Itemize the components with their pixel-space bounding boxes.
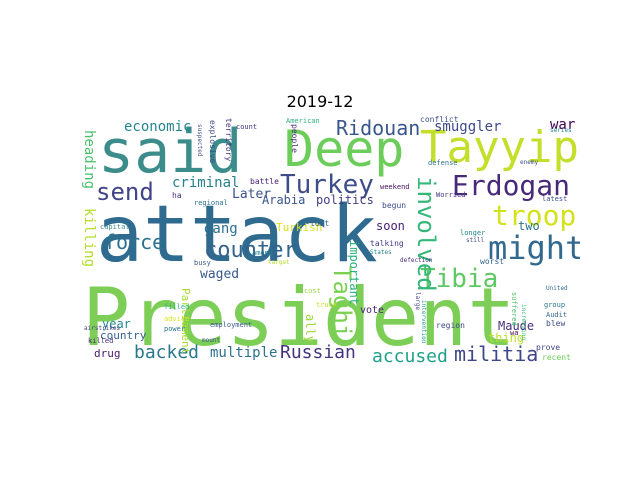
word-criminal: criminal [172,175,240,191]
word-series: series [550,127,572,134]
word-capital: capital [100,223,130,231]
word-conflict: conflict [420,116,459,124]
word-later: Later [232,187,272,202]
word-begun: begun [382,201,407,210]
word-taghi: Taghi [328,266,356,339]
word-blew: blew [546,319,566,328]
word-year: year [102,317,131,331]
word-count: count [236,123,258,131]
word-multiple: multiple [210,345,278,361]
word-important: important [347,240,361,306]
word-people: people [290,124,299,153]
word-thing: thing [488,331,525,345]
word-erdogan: Erdogan [452,169,571,202]
word-soon: soon [376,219,405,233]
word-lost: lost [310,219,330,228]
word-defense: defense [428,159,458,167]
word-deep: Deep [284,120,405,178]
word-waged: waged [200,267,240,282]
word-ally: ally [303,314,317,343]
word-smuggler: smuggler [434,119,502,135]
word-filled: filled [164,303,190,311]
word-suffered: suffered [510,292,518,326]
word-said: said [98,117,243,187]
word-president: President [82,271,516,364]
word-territory: territory [224,118,233,162]
word-advice: advice [164,315,190,323]
word-country: country [100,329,147,342]
word-intervention: intervention [420,300,427,344]
word-counter: counter [204,238,297,263]
word-gang: gang [204,221,238,237]
word-power: power [164,325,186,333]
word-target: target [268,259,290,266]
word-killing: killing [81,208,97,268]
word-arabia: Arabia [262,193,306,207]
word-group: group [544,301,566,309]
word-talking: talking [370,239,404,248]
word-ridouan: Ridouan [336,116,421,140]
word-latest: latest [542,195,568,203]
word-increasing: increasing [520,304,527,341]
word-backed: backed [134,342,200,363]
word-vote: vote [360,305,385,316]
word-two: two [518,219,540,233]
word-economic: economic [124,119,192,135]
word-battle: battle [250,177,279,186]
word-cloud: attack President said Deep Tayyip Erdoga… [80,116,580,366]
word-wa: wa [510,329,519,337]
word-turkish: Turkish [276,221,323,234]
word-employment: employment [210,321,253,329]
word-send: send [96,178,154,206]
word-drug: drug [94,347,121,360]
word-killed: killed [88,337,114,345]
word-militia: militia [454,342,539,366]
word-force: force [104,230,165,254]
word-explosive: explosive [208,120,217,164]
word-regional: regional [194,199,228,207]
word-worried: Worried [436,191,466,199]
word-mount: mount [202,337,221,344]
word-parliament: Parliament [179,288,192,355]
word-tayyip: Tayyip [420,122,579,173]
word-heading: heading [81,130,97,190]
word-turkey: Turkey [280,170,374,200]
chart-title: 2019-12 [286,92,354,111]
word-politics: politics [316,193,374,207]
word-recent: recent [542,353,571,362]
word-weekend: weekend [380,183,410,191]
word-large: large [414,292,421,311]
word-prove: prove [536,343,561,352]
word-ha: ha [172,191,182,200]
word-s: s [272,237,277,246]
word-might: might [488,229,580,267]
word-war: war [550,117,576,133]
word-busy: busy [194,259,211,267]
word-worst: worst [480,257,505,266]
word-cost: cost [304,287,321,295]
word-accused: accused [372,346,448,366]
word-defection: defection [400,257,433,264]
word-audit: Audit [546,311,568,319]
word-tibia: Tibia [420,264,499,294]
word-region: region [436,321,465,330]
word-among: among [252,249,274,257]
word-american: American [286,117,320,125]
word-enemy: enemy [520,159,539,166]
word-airstrikes: airstrikes [84,325,121,332]
word-truck: truck [316,301,338,309]
word-states: States [370,249,392,256]
word-troop: troop [492,199,577,232]
word-maude: Maude [498,319,535,333]
word-suspected: suspected [196,124,203,157]
word-involved: involved [412,176,440,292]
word-united: United [546,285,568,292]
word-attack: attack [96,190,378,280]
word-still: still [466,237,485,244]
word-longer: longer [460,229,486,237]
word-russian: Russian [280,342,356,363]
